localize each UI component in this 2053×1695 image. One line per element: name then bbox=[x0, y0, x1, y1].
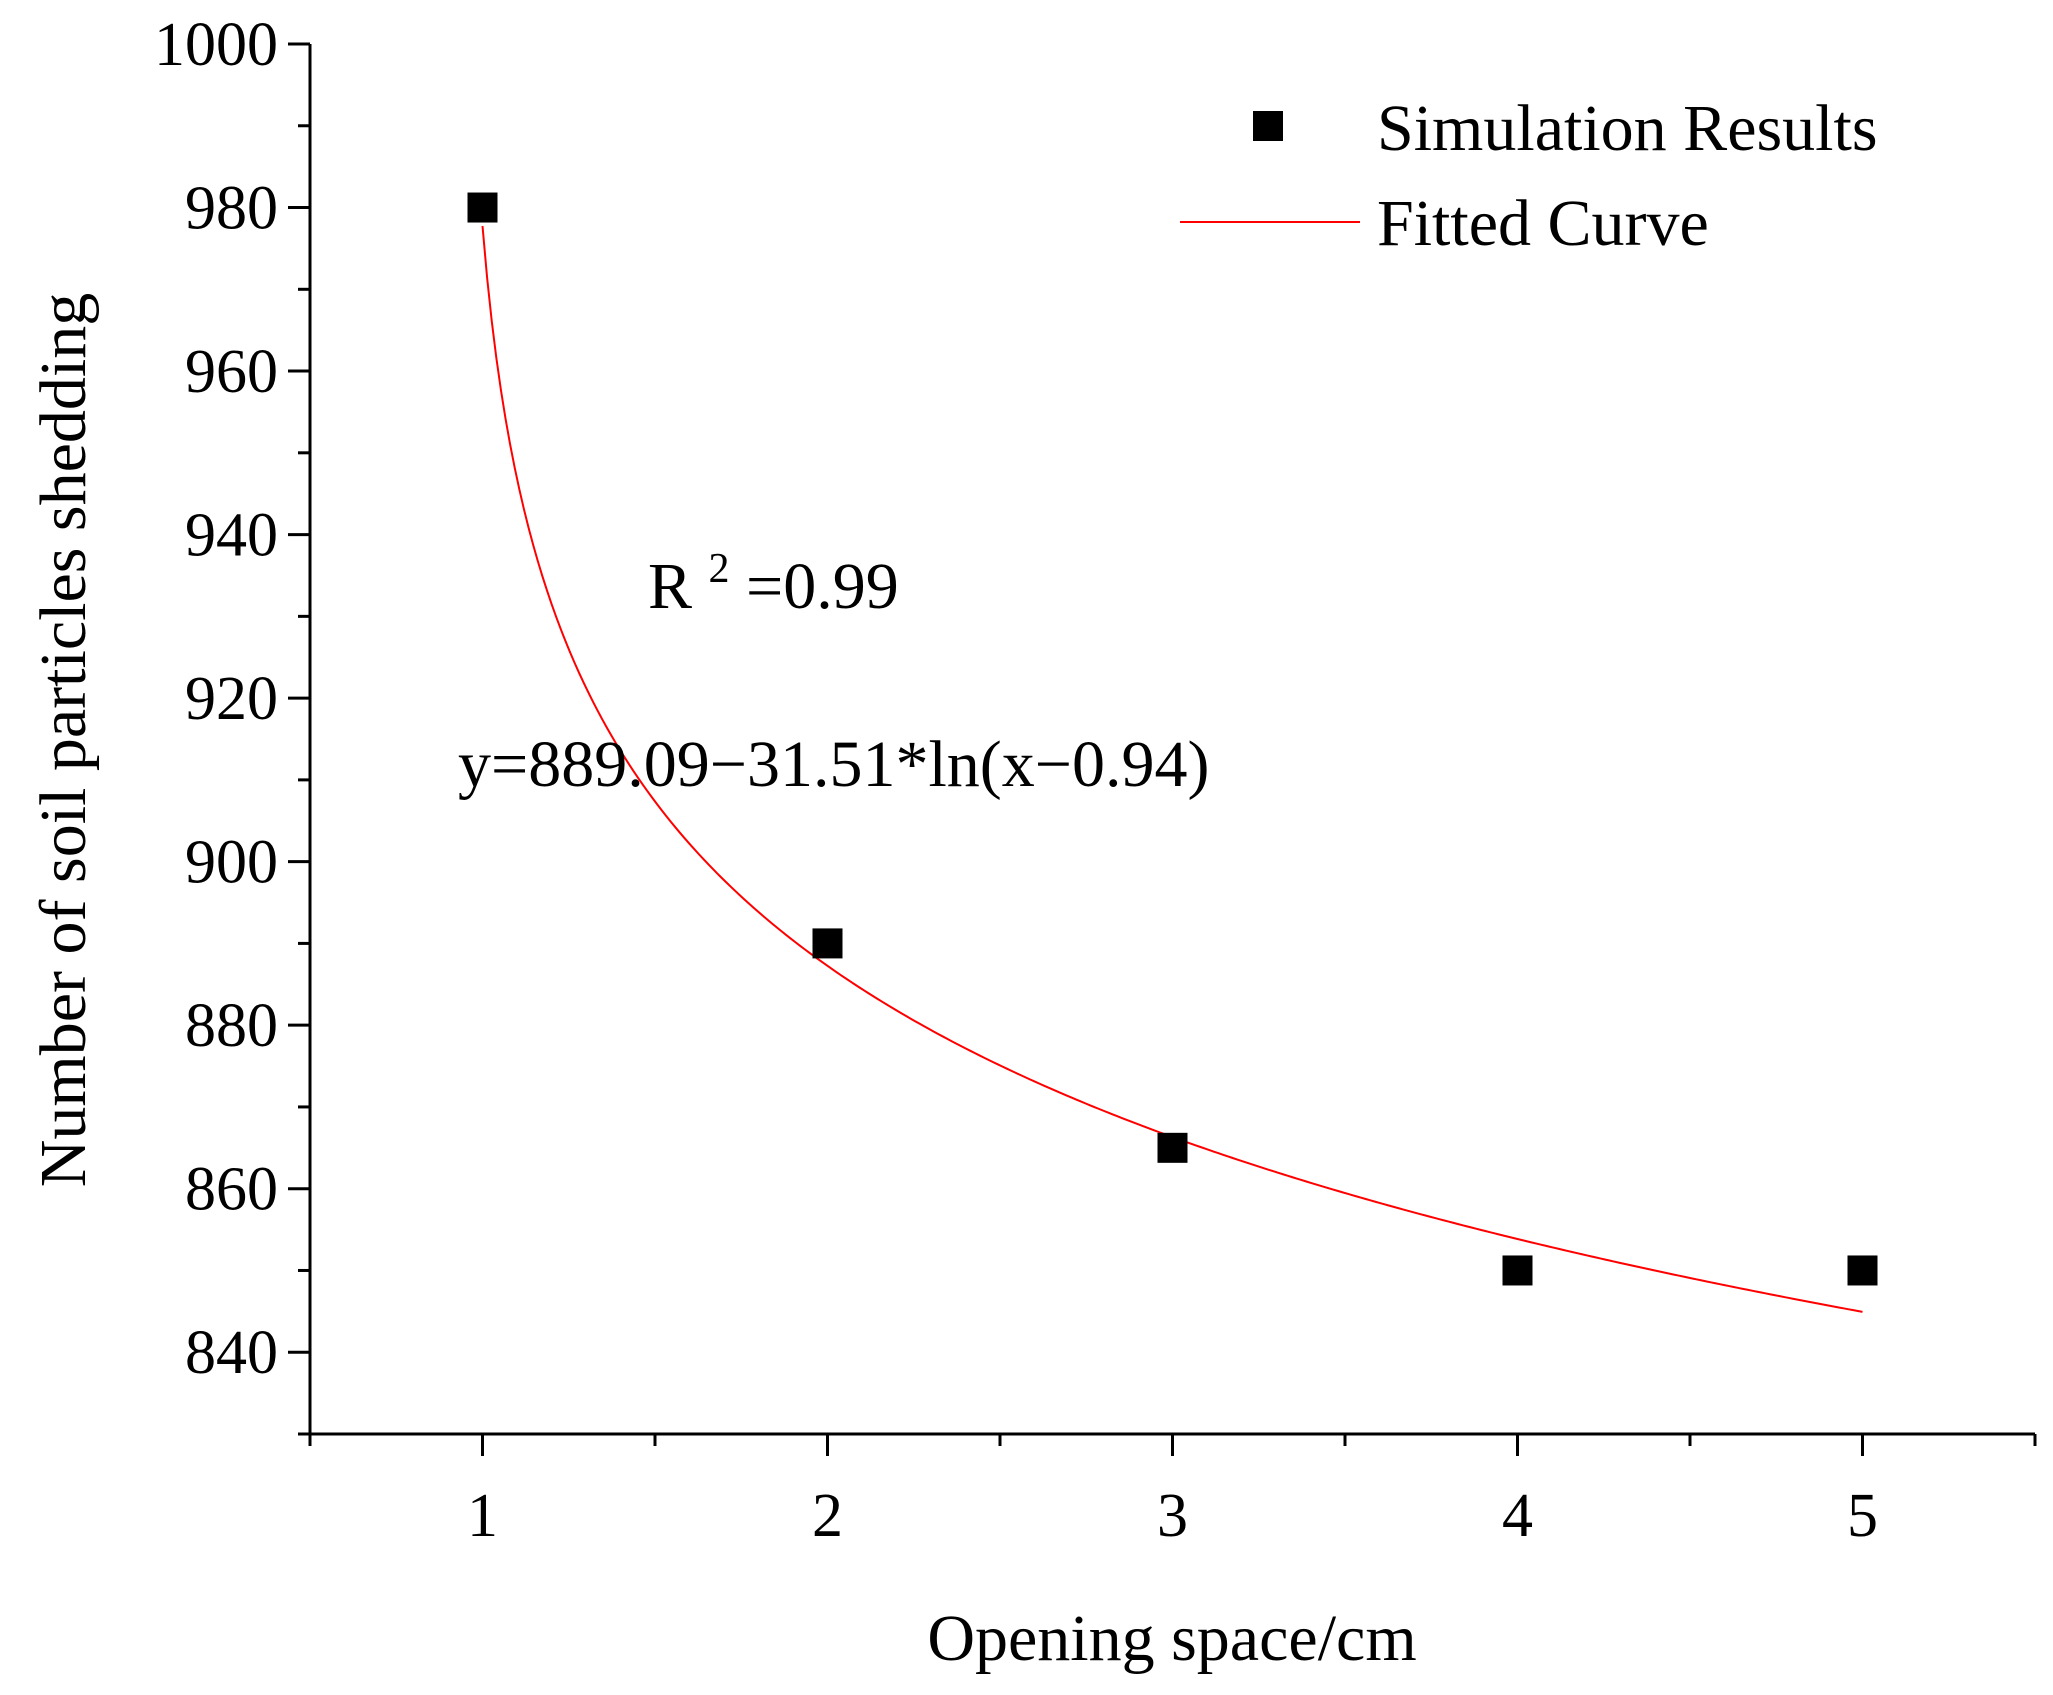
data-point bbox=[812, 928, 843, 959]
x-tick-label: 4 bbox=[1502, 1482, 1533, 1550]
y-axis-ticks: 840 860 880 900 920 940 960 980 1000 bbox=[154, 11, 310, 1436]
x-axis-ticks: 1 2 3 4 5 bbox=[308, 1434, 2037, 1550]
x-tick-label: 3 bbox=[1157, 1482, 1188, 1550]
r-squared-superscript: 2 bbox=[709, 546, 730, 592]
y-tick-label: 1000 bbox=[154, 11, 278, 79]
data-point bbox=[1847, 1255, 1878, 1286]
y-tick-label: 900 bbox=[185, 829, 278, 897]
x-axis-title: Opening space/cm bbox=[927, 1602, 1416, 1675]
legend-marker-simulation bbox=[1253, 111, 1283, 141]
y-tick-label: 960 bbox=[185, 338, 278, 406]
x-tick-label: 5 bbox=[1847, 1482, 1878, 1550]
y-axis-title: Number of soil particles shedding bbox=[27, 293, 100, 1187]
legend-label-simulation: Simulation Results bbox=[1377, 92, 1878, 165]
r-squared-prefix: R bbox=[648, 550, 692, 623]
data-point bbox=[1502, 1255, 1533, 1286]
simulation-points bbox=[467, 192, 1878, 1286]
y-tick-label: 880 bbox=[185, 992, 278, 1060]
legend: Simulation Results Fitted Curve bbox=[1180, 92, 1878, 260]
x-tick-label: 2 bbox=[812, 1482, 843, 1550]
data-point bbox=[467, 192, 498, 223]
y-tick-label: 940 bbox=[185, 502, 278, 570]
fit-equation-label: y=889.09−31.51*ln(x−0.94) bbox=[458, 728, 1209, 801]
legend-label-fitted: Fitted Curve bbox=[1377, 187, 1709, 260]
y-tick-label: 980 bbox=[185, 175, 278, 243]
data-point bbox=[1157, 1132, 1188, 1163]
r-squared-label: R 2 =0.99 bbox=[648, 524, 899, 623]
r-squared-value: =0.99 bbox=[746, 550, 899, 623]
x-tick-label: 1 bbox=[467, 1482, 498, 1550]
y-tick-label: 920 bbox=[185, 665, 278, 733]
y-tick-label: 840 bbox=[185, 1319, 278, 1387]
y-tick-label: 860 bbox=[185, 1156, 278, 1224]
